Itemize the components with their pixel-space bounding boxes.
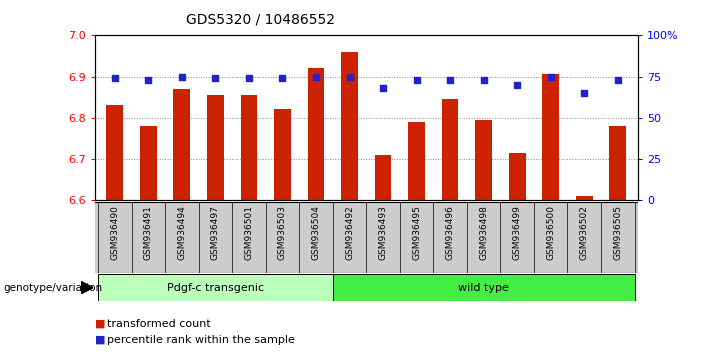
Text: Pdgf-c transgenic: Pdgf-c transgenic: [167, 282, 264, 293]
Text: GSM936497: GSM936497: [211, 205, 220, 260]
Text: transformed count: transformed count: [107, 319, 211, 329]
Bar: [408, 122, 425, 200]
Bar: [576, 196, 592, 200]
Point: [176, 74, 187, 79]
Point: [478, 77, 489, 83]
Point: [444, 77, 456, 83]
Bar: [475, 120, 492, 200]
Bar: [609, 126, 626, 200]
Text: GSM936505: GSM936505: [613, 205, 622, 260]
Text: GSM936503: GSM936503: [278, 205, 287, 260]
Bar: [543, 74, 559, 200]
Text: GSM936496: GSM936496: [446, 205, 455, 260]
Text: GSM936490: GSM936490: [110, 205, 119, 260]
Bar: [240, 95, 257, 200]
Text: GSM936500: GSM936500: [546, 205, 555, 260]
Bar: [173, 89, 190, 200]
Bar: [308, 68, 325, 200]
Point: [612, 77, 623, 83]
Text: GSM936498: GSM936498: [479, 205, 488, 260]
Bar: [98, 274, 333, 301]
Point: [277, 75, 288, 81]
Point: [311, 74, 322, 79]
Text: ■: ■: [95, 335, 105, 345]
Bar: [333, 274, 634, 301]
Text: ■: ■: [95, 319, 105, 329]
Text: genotype/variation: genotype/variation: [4, 282, 102, 293]
Bar: [207, 95, 224, 200]
Text: GSM936491: GSM936491: [144, 205, 153, 260]
Bar: [107, 105, 123, 200]
Bar: [509, 153, 526, 200]
Text: GDS5320 / 10486552: GDS5320 / 10486552: [186, 12, 335, 27]
Text: wild type: wild type: [458, 282, 509, 293]
Point: [512, 82, 523, 88]
Point: [578, 90, 590, 96]
Bar: [374, 155, 391, 200]
Text: GSM936494: GSM936494: [177, 205, 186, 260]
Text: GSM936495: GSM936495: [412, 205, 421, 260]
Polygon shape: [81, 281, 93, 294]
Point: [545, 74, 557, 79]
Bar: [274, 109, 291, 200]
Text: GSM936502: GSM936502: [580, 205, 589, 260]
Point: [411, 77, 422, 83]
Text: GSM936504: GSM936504: [311, 205, 320, 260]
Bar: [341, 52, 358, 200]
Point: [243, 75, 254, 81]
Text: GSM936492: GSM936492: [345, 205, 354, 260]
Bar: [140, 126, 157, 200]
Point: [210, 75, 221, 81]
Point: [344, 74, 355, 79]
Text: percentile rank within the sample: percentile rank within the sample: [107, 335, 295, 345]
Text: GSM936501: GSM936501: [245, 205, 253, 260]
Point: [377, 85, 388, 91]
Point: [143, 77, 154, 83]
Point: [109, 75, 121, 81]
Text: GSM936499: GSM936499: [512, 205, 522, 260]
Text: GSM936493: GSM936493: [379, 205, 388, 260]
Bar: [442, 99, 458, 200]
